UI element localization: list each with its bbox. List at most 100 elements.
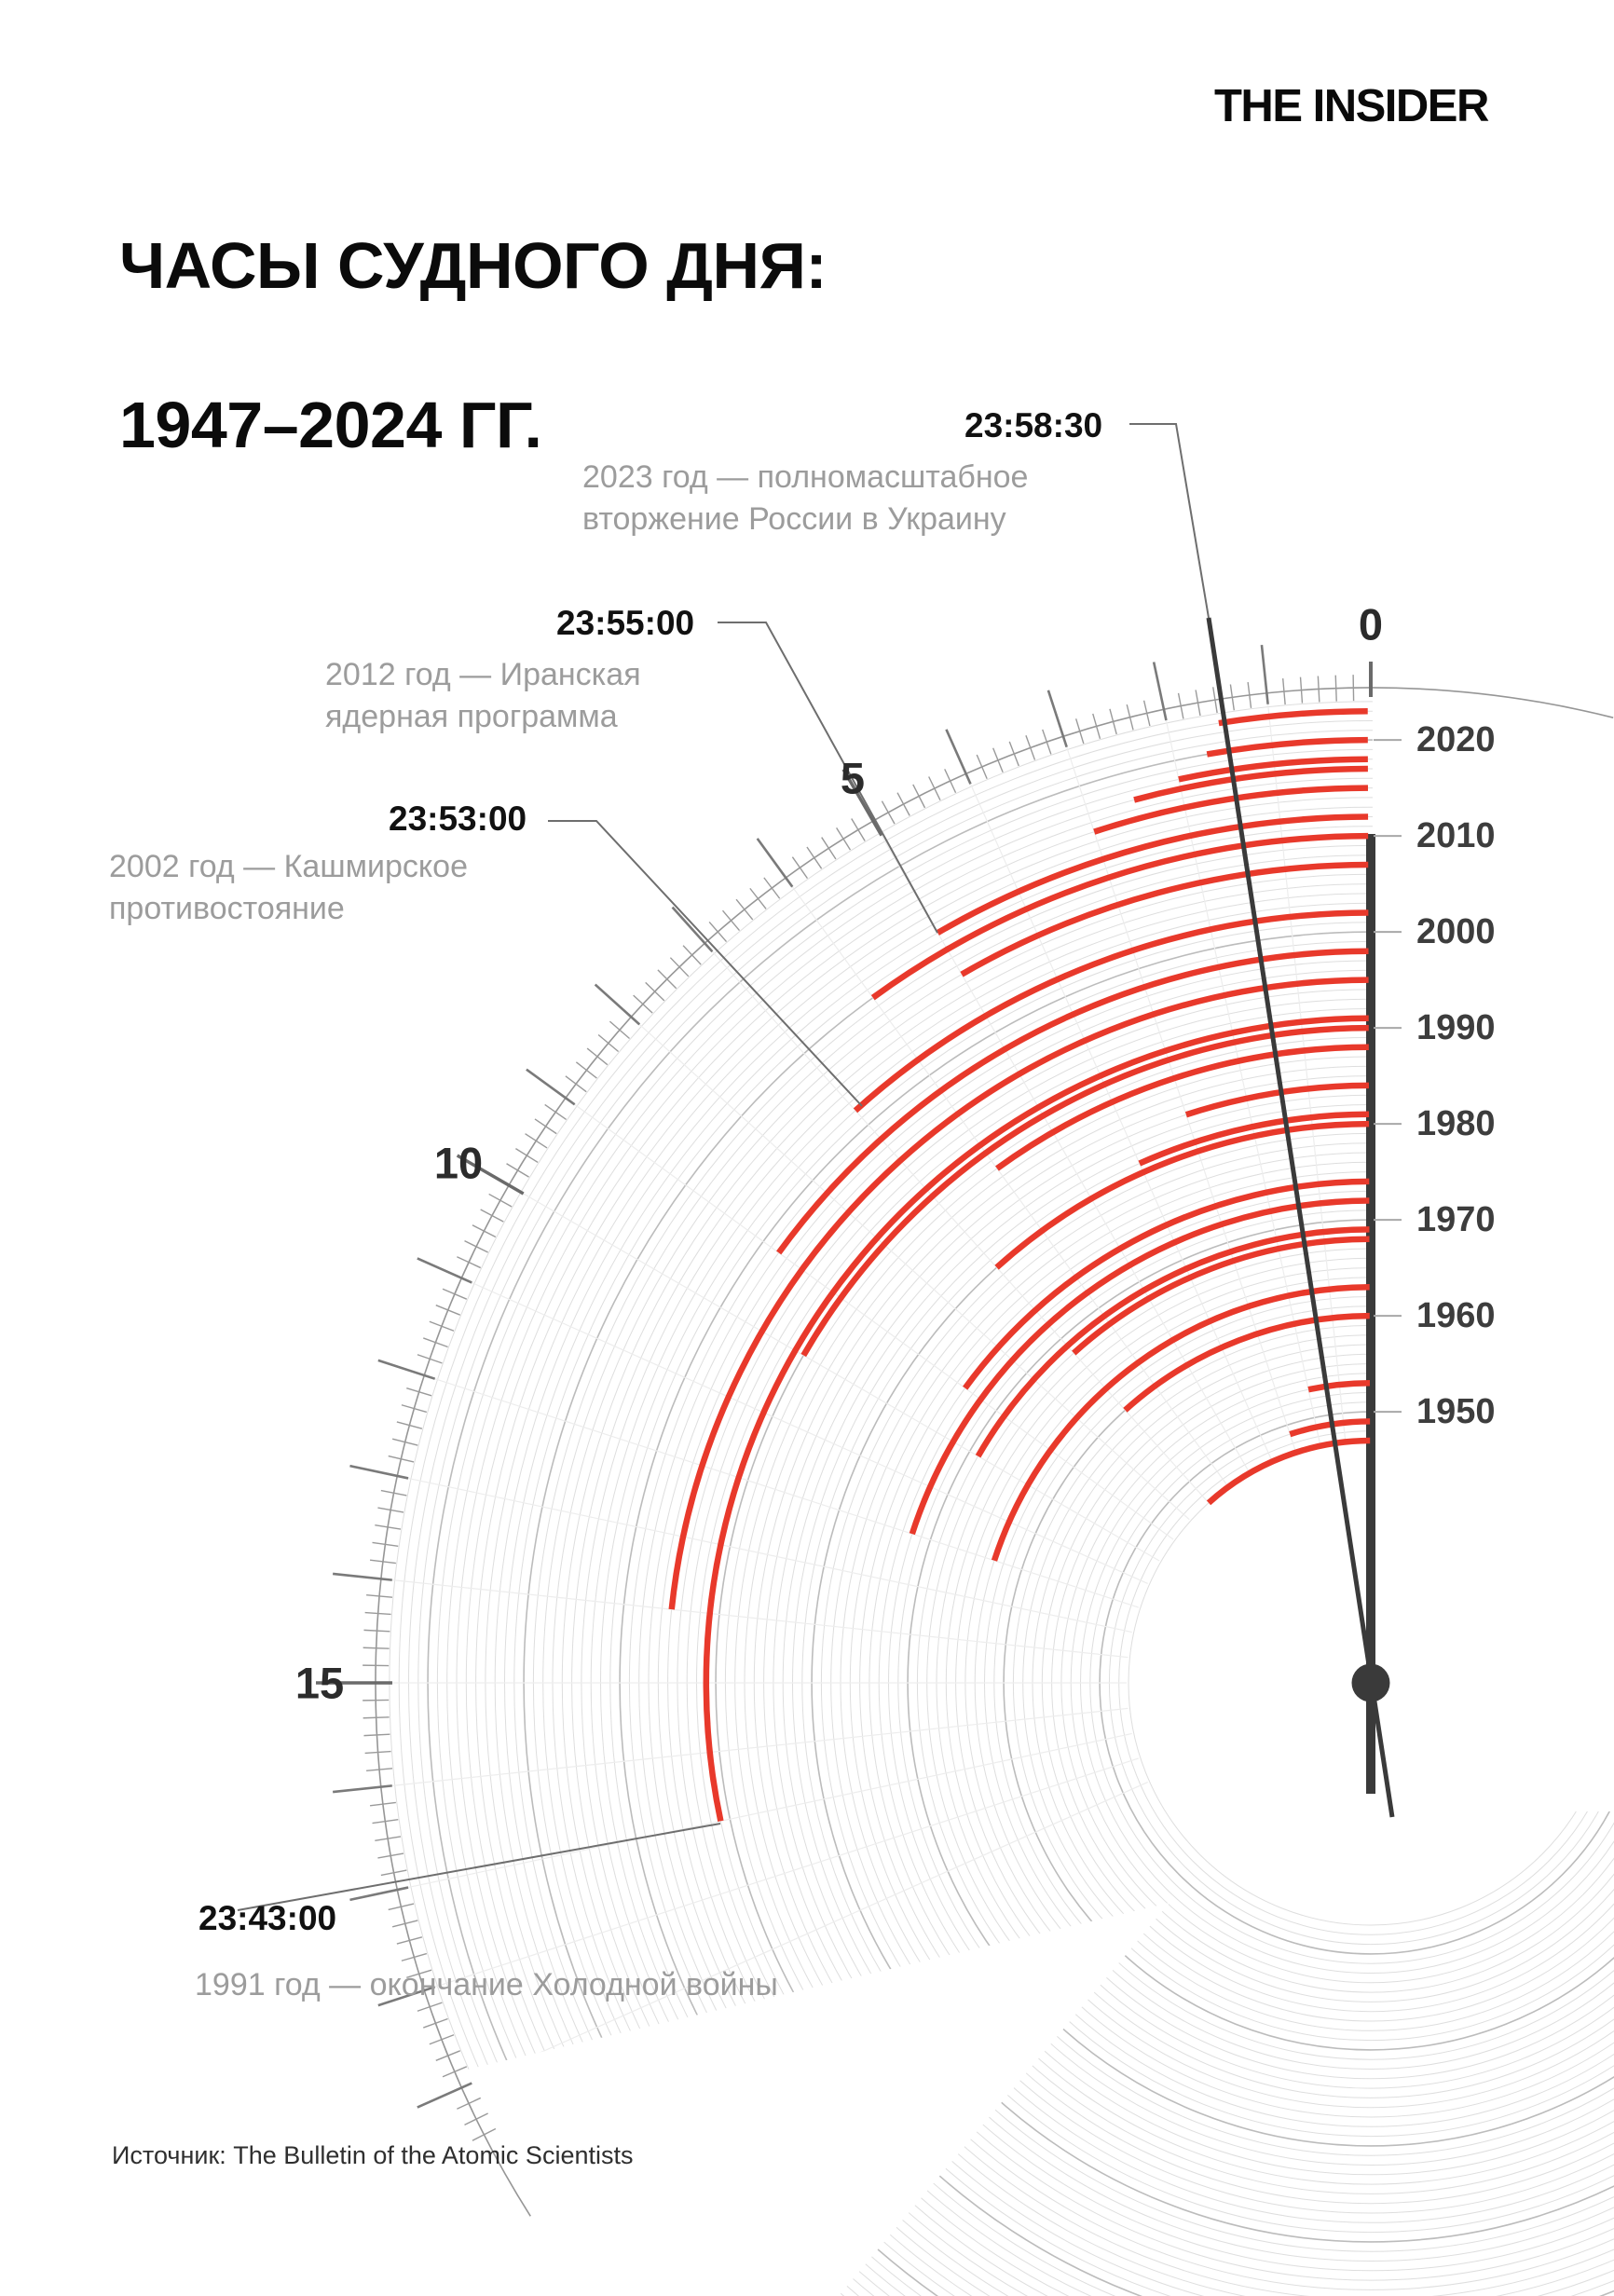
event-arc-1998 <box>776 948 1369 1255</box>
clock-hand <box>1206 617 1395 1818</box>
event-arc-1988 <box>995 1044 1369 1171</box>
tick-minute <box>1152 662 1168 721</box>
minute-gridline <box>470 1782 1148 2084</box>
year-axis-bar <box>1366 834 1375 1794</box>
tick-minor <box>721 909 741 932</box>
tick-minor <box>488 1193 513 1208</box>
tick-minute <box>332 1572 392 1581</box>
minute-gridline <box>405 1477 1132 1633</box>
tick-minor <box>464 2112 488 2125</box>
tick-minor <box>388 1455 415 1463</box>
decade-label-1970: 1970 <box>1416 1200 1496 1239</box>
event-arc-1981 <box>1138 1111 1370 1167</box>
tick-minor <box>396 1936 423 1945</box>
tick-minute <box>332 1784 392 1794</box>
tick-minute <box>1260 644 1269 704</box>
tick-minor <box>380 1869 407 1877</box>
tick-minor <box>377 1852 404 1859</box>
tick-minor <box>380 1489 407 1496</box>
decade-label-2020: 2020 <box>1416 720 1496 759</box>
minute-gridline <box>470 1281 1148 1584</box>
minute-gridline <box>637 1022 1190 1521</box>
tick-minor <box>881 800 896 825</box>
tick-minor <box>1229 684 1236 711</box>
minute-gridline <box>390 1707 1128 1787</box>
tick-minor <box>364 1611 391 1616</box>
tick-minute <box>1046 690 1068 748</box>
tick-minor <box>372 1541 399 1548</box>
tick-minor <box>1212 687 1218 714</box>
minute-gridline <box>432 1377 1140 1608</box>
tick-minor <box>372 1818 399 1824</box>
minute-gridline <box>572 1102 1174 1540</box>
annotation-1991-time: 23:43:00 <box>198 1899 337 1937</box>
tick-minor <box>423 2017 448 2029</box>
minute-label-0: 0 <box>1359 600 1383 649</box>
tick-minor <box>472 1224 497 1238</box>
tick-minor <box>976 754 988 780</box>
tick-minor <box>515 1148 539 1164</box>
tick-minor <box>369 1801 396 1807</box>
event-arc-1960 <box>1123 1312 1370 1413</box>
tick-minute <box>417 1257 472 1284</box>
tick-minor <box>464 1240 488 1253</box>
minute-gridline <box>405 1732 1132 1889</box>
tick-minor <box>749 887 767 909</box>
leader-line-1 <box>718 622 938 934</box>
event-arc-1963 <box>991 1283 1370 1562</box>
tick-minute <box>671 906 714 953</box>
leader-line-2 <box>548 820 863 1107</box>
tick-minor <box>1008 741 1019 767</box>
tick-5min <box>841 768 883 837</box>
annotation-2023-label: 2023 год — полномасштабное вторжение Рос… <box>582 459 1029 537</box>
tick-minor <box>992 747 1004 773</box>
tick-minor <box>429 2034 455 2045</box>
tick-minor <box>836 827 852 851</box>
tick-minor <box>565 1075 587 1093</box>
page-title-line1: ЧАСЫ СУДНОГО ДНЯ: <box>119 229 828 303</box>
tick-minor <box>1299 676 1304 704</box>
page-title-line2: 1947–2024 ГГ. <box>119 389 542 462</box>
tick-minute <box>377 1986 436 2007</box>
tick-minor <box>401 1952 428 1961</box>
the-insider-logo: THE INSIDER <box>1214 81 1489 131</box>
mask-bottom-left <box>280 1903 1169 2296</box>
annotation-1991-label: 1991 год — окончание Холодной войны <box>195 1967 778 2002</box>
tick-minor <box>366 1594 393 1598</box>
tick-minor <box>735 898 754 921</box>
tick-minute <box>349 1464 409 1480</box>
leader-line-0 <box>1129 423 1210 619</box>
tick-minor <box>609 1020 630 1040</box>
event-arc-2010 <box>870 832 1369 1001</box>
event-arc-1974 <box>963 1178 1370 1390</box>
event-arc-2020 <box>1206 736 1368 758</box>
tick-minor <box>375 1524 402 1530</box>
minute-gridline <box>432 1757 1140 1988</box>
tick-minor <box>896 792 910 816</box>
tick-minor <box>480 1209 504 1223</box>
tick-minor <box>391 1438 418 1446</box>
tick-minor <box>457 2097 482 2110</box>
tick-minor <box>442 2066 468 2078</box>
tick-minor <box>1177 692 1184 719</box>
tick-minor <box>708 921 728 942</box>
decade-label-1950: 1950 <box>1416 1392 1496 1431</box>
decade-label-1960: 1960 <box>1416 1296 1496 1335</box>
event-arc-2017 <box>1133 765 1368 803</box>
tick-minute <box>349 1886 409 1902</box>
clock-bezel <box>375 687 1614 2217</box>
event-arc-1972 <box>909 1197 1370 1536</box>
decade-label-2010: 2010 <box>1416 816 1496 855</box>
tick-minor <box>669 957 690 977</box>
page-title: ЧАСЫ СУДНОГО ДНЯ: 1947–2024 ГГ. <box>119 147 828 545</box>
tick-minor <box>657 969 677 990</box>
tick-minor <box>364 1750 391 1755</box>
event-arc-1947 <box>1206 1437 1371 1506</box>
tick-minor <box>1109 708 1117 735</box>
tick-minute <box>417 2082 472 2109</box>
tick-minor <box>396 1421 423 1429</box>
event-arc-2023 <box>1218 707 1368 727</box>
tick-minor <box>472 2127 497 2141</box>
